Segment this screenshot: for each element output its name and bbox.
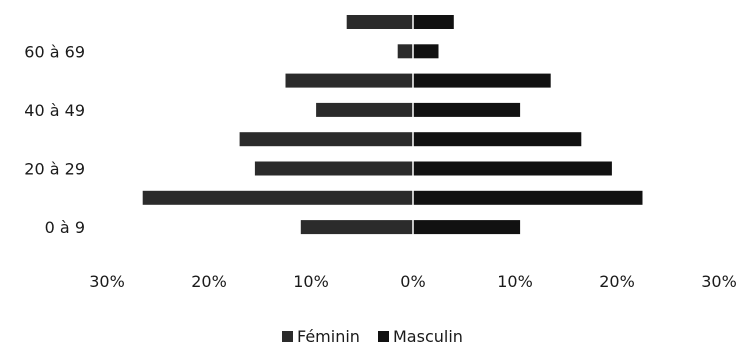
legend-item-masculin: Masculin — [378, 327, 463, 346]
x-tick-label: 30% — [701, 272, 737, 291]
bar-feminin-4 — [316, 102, 413, 117]
bar-feminin-7 — [346, 15, 413, 29]
bar-masculin-3 — [413, 132, 582, 147]
x-tick-label: 10% — [293, 272, 329, 291]
legend-item-feminin: Féminin — [282, 327, 360, 346]
legend-swatch — [378, 331, 389, 342]
legend-swatch — [282, 331, 293, 342]
legend-label: Masculin — [393, 327, 463, 346]
bars-layer — [142, 15, 643, 235]
bar-masculin-5 — [413, 73, 551, 88]
x-tick-label: 0% — [400, 272, 425, 291]
bar-feminin-2 — [254, 161, 413, 176]
x-tick-label: 20% — [599, 272, 635, 291]
legend-label: Féminin — [297, 327, 360, 346]
x-tick-label: 10% — [497, 272, 533, 291]
bar-feminin-1 — [142, 190, 413, 205]
y-tick-label: 40 à 49 — [24, 101, 85, 120]
bar-feminin-6 — [397, 44, 413, 59]
bar-feminin-5 — [285, 73, 413, 88]
y-tick-label: 20 à 29 — [24, 160, 85, 179]
bar-masculin-6 — [413, 44, 439, 59]
y-tick-label: 60 à 69 — [24, 42, 85, 61]
x-tick-label: 30% — [89, 272, 125, 291]
bar-masculin-4 — [413, 102, 521, 117]
y-axis-labels: 0 à 9 20 à 29 40 à 49 60 à 69 — [24, 42, 85, 237]
bar-masculin-1 — [413, 190, 643, 205]
bar-masculin-0 — [413, 220, 521, 235]
bar-feminin-0 — [300, 220, 413, 235]
x-tick-label: 20% — [191, 272, 227, 291]
legend: Féminin Masculin — [282, 327, 463, 346]
x-axis-labels: 30% 20% 10% 0% 10% 20% 30% — [89, 272, 737, 291]
bar-feminin-3 — [239, 132, 413, 147]
bar-masculin-7 — [413, 15, 454, 29]
y-tick-label: 0 à 9 — [45, 218, 85, 237]
bar-masculin-2 — [413, 161, 612, 176]
